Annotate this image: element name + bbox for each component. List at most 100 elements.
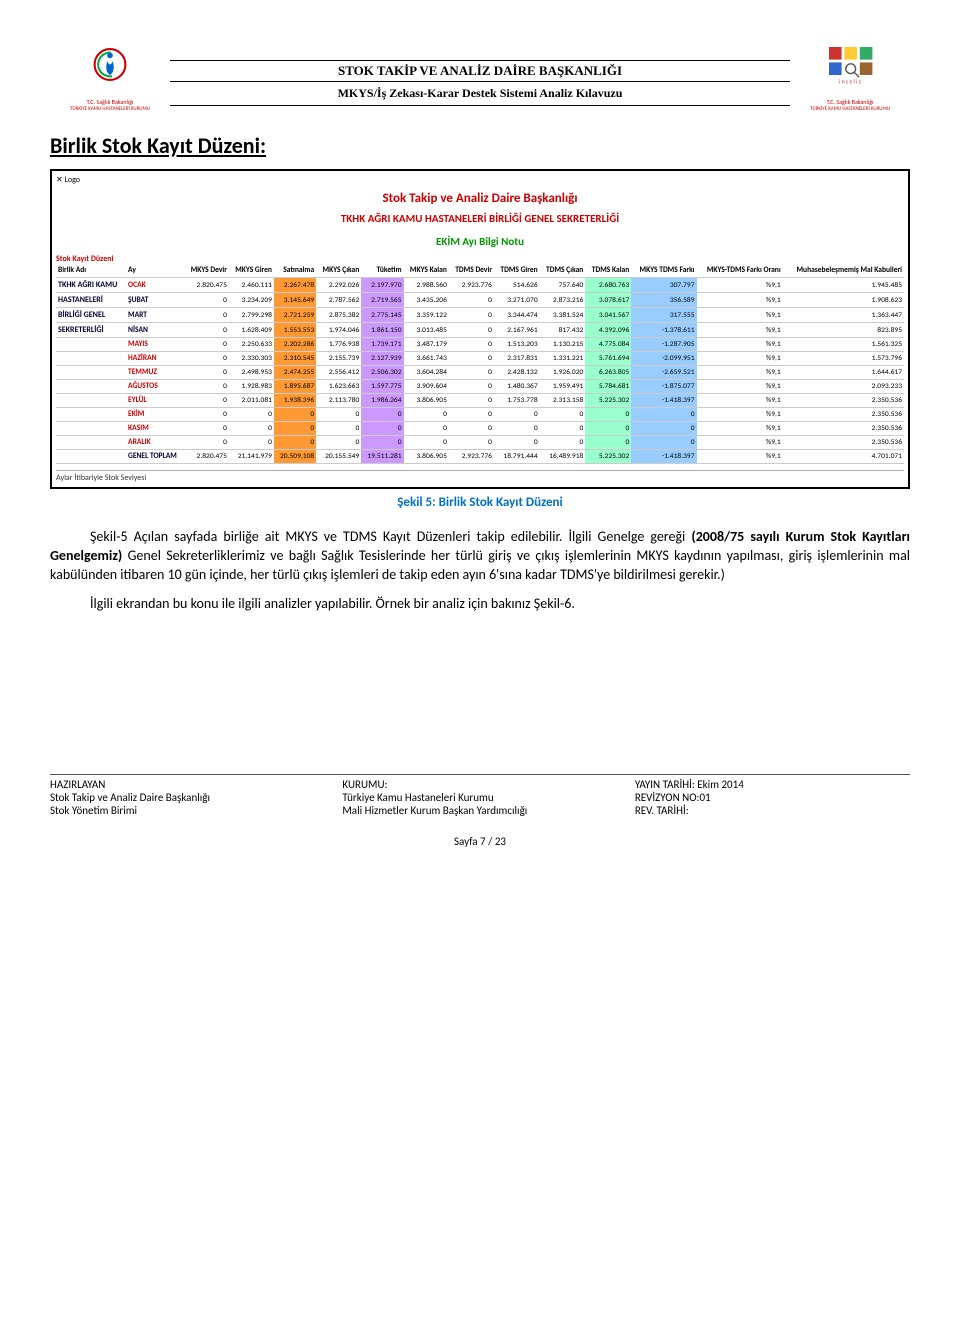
cell-value: 2.988.560 <box>404 278 449 293</box>
cell-month: OCAK <box>126 278 184 293</box>
cell-value: 1.974.046 <box>316 323 361 338</box>
footer-col-3: YAYIN TARİHİ: Ekim 2014REVİZYON NO:01REV… <box>635 778 910 817</box>
cell-value: 1.628.409 <box>229 323 274 338</box>
cell-value: 2.719.565 <box>361 293 403 308</box>
cell-value: 0 <box>184 293 229 308</box>
cell-value: -1.418.397 <box>631 450 696 464</box>
th-col: TDMS Kalan <box>585 264 631 278</box>
shot-title-sub: TKHK AĞRI KAMU HASTANELERİ BİRLİĞİ GENEL… <box>56 212 904 225</box>
table-row: SEKRETERLİĞİNİSAN 0 1.628.4091.553.5531.97… <box>56 323 904 338</box>
cell-value: 5.225.302 <box>585 394 631 408</box>
cell-value: 2.292.026 <box>316 278 361 293</box>
cell-unit <box>56 450 126 464</box>
cell-unit: SEKRETERLİĞİ <box>56 323 126 338</box>
para1c: Genel Sekreterliklerimiz ve bağlı Sağlık… <box>50 547 910 583</box>
cell-value: 0 <box>316 408 361 422</box>
cell-value: 3.909.604 <box>404 380 449 394</box>
cell-value: 0 <box>631 422 696 436</box>
cell-value: 0 <box>449 323 494 338</box>
cell-value: 2.155.739 <box>316 352 361 366</box>
cell-value: 1.513.203 <box>494 338 540 352</box>
cell-value: 5.784.681 <box>585 380 631 394</box>
cell-value: 2.787.562 <box>316 293 361 308</box>
cell-value: 1.928.983 <box>229 380 274 394</box>
svg-text:i n c e l i z: i n c e l i z <box>839 78 862 85</box>
cell-month: HAZİRAN <box>126 352 184 366</box>
cell-value: 2.313.158 <box>540 394 586 408</box>
cell-month: EYLÜL <box>126 394 184 408</box>
cell-value: 2.428.132 <box>494 366 540 380</box>
cell-value: 0 <box>404 422 449 436</box>
cell-value: 2.202.286 <box>274 338 316 352</box>
footer-col-2: KURUMU:Türkiye Kamu Hastaneleri KurumuMa… <box>342 778 617 817</box>
cell-value: 0 <box>361 422 403 436</box>
cell-unit <box>56 338 126 352</box>
cell-value: 2.820.475 <box>184 278 229 293</box>
cell-value: %9,1 <box>697 422 783 436</box>
body-text: Şekil-5 Açılan sayfada birliğe ait MKYS … <box>50 528 910 614</box>
cell-value: 0 <box>585 408 631 422</box>
cell-value: 1.130.215 <box>540 338 586 352</box>
cell-unit <box>56 366 126 380</box>
cell-value: -1.287.905 <box>631 338 696 352</box>
th-col: Satınalma <box>274 264 316 278</box>
cell-value: 2.167.961 <box>494 323 540 338</box>
cell-value: 1.553.553 <box>274 323 316 338</box>
table-row: EYLÜL02.011.0811.938.3962.113.7801.986.2… <box>56 394 904 408</box>
cell-value: -2.659.521 <box>631 366 696 380</box>
cell-value: 21.141.979 <box>229 450 274 464</box>
cell-value: 2.113.780 <box>316 394 361 408</box>
footer-line: REV. TARİHİ: <box>635 804 910 817</box>
logo-sub-r: TÜRKİYE KAMU HASTANELERİ KURUMU <box>790 106 910 112</box>
cell-unit <box>56 436 126 450</box>
cell-value: 1.644.617 <box>783 366 904 380</box>
cell-value: 2.350.536 <box>783 408 904 422</box>
cell-unit: HASTANELERİ <box>56 293 126 308</box>
footer-line: Stok Takip ve Analiz Daire Başkanlığı <box>50 791 325 804</box>
cell-value: 0 <box>540 422 586 436</box>
cell-value: 2.317.831 <box>494 352 540 366</box>
cell-value: 1.363.447 <box>783 308 904 323</box>
cell-value: 0 <box>184 436 229 450</box>
cell-value: 2.350.536 <box>783 436 904 450</box>
cell-value: %9,1 <box>697 450 783 464</box>
th-col: MKYS Giren <box>229 264 274 278</box>
cell-value: 1.597.775 <box>361 380 403 394</box>
th-col: MKYS Kalan <box>404 264 449 278</box>
table-row: HASTANELERİŞUBAT03.234.2093.145.6492.787… <box>56 293 904 308</box>
table-row: GENEL TOPLAM2.820.47521.141.97920.509.10… <box>56 450 904 464</box>
cell-value: %9,1 <box>697 338 783 352</box>
footer-line: HAZIRLAYAN <box>50 778 325 791</box>
cell-value: %9,1 <box>697 436 783 450</box>
table-row: KASIM00000000000%9,12.350.536 <box>56 422 904 436</box>
cell-value: 3.344.474 <box>494 308 540 323</box>
th-col: Tüketim <box>361 264 403 278</box>
cell-value: 0 <box>449 366 494 380</box>
cell-value: 3.381.524 <box>540 308 586 323</box>
cell-unit: TKHK AĞRI KAMU <box>56 278 126 293</box>
header-title-2: MKYS/İş Zekası-Karar Destek Sistemi Anal… <box>170 82 790 106</box>
cell-value: 0 <box>540 436 586 450</box>
cell-value: 4.775.084 <box>585 338 631 352</box>
th-col: TDMS Devir <box>449 264 494 278</box>
cell-month: NİSAN <box>126 323 184 338</box>
section-title: Birlik Stok Kayıt Düzeni: <box>50 132 910 159</box>
cell-value: 1.959.491 <box>540 380 586 394</box>
shot-side-label: Stok Kayıt Düzeni <box>56 254 904 264</box>
cell-value: 2.350.536 <box>783 422 904 436</box>
cell-value: 3.041.567 <box>585 308 631 323</box>
cell-unit <box>56 394 126 408</box>
cell-value: 2.474.255 <box>274 366 316 380</box>
cell-value: 0 <box>274 422 316 436</box>
cell-value: 0 <box>631 436 696 450</box>
th-col: MKYS Devir <box>184 264 229 278</box>
cell-value: 0 <box>184 408 229 422</box>
cell-value: %9,1 <box>697 352 783 366</box>
cell-value: 18.791.444 <box>494 450 540 464</box>
cell-month: KASIM <box>126 422 184 436</box>
cell-value: 3.661.743 <box>404 352 449 366</box>
cell-value: 0 <box>449 436 494 450</box>
cell-month: EKİM <box>126 408 184 422</box>
cell-value: -1.418.397 <box>631 394 696 408</box>
cell-value: 0 <box>585 436 631 450</box>
